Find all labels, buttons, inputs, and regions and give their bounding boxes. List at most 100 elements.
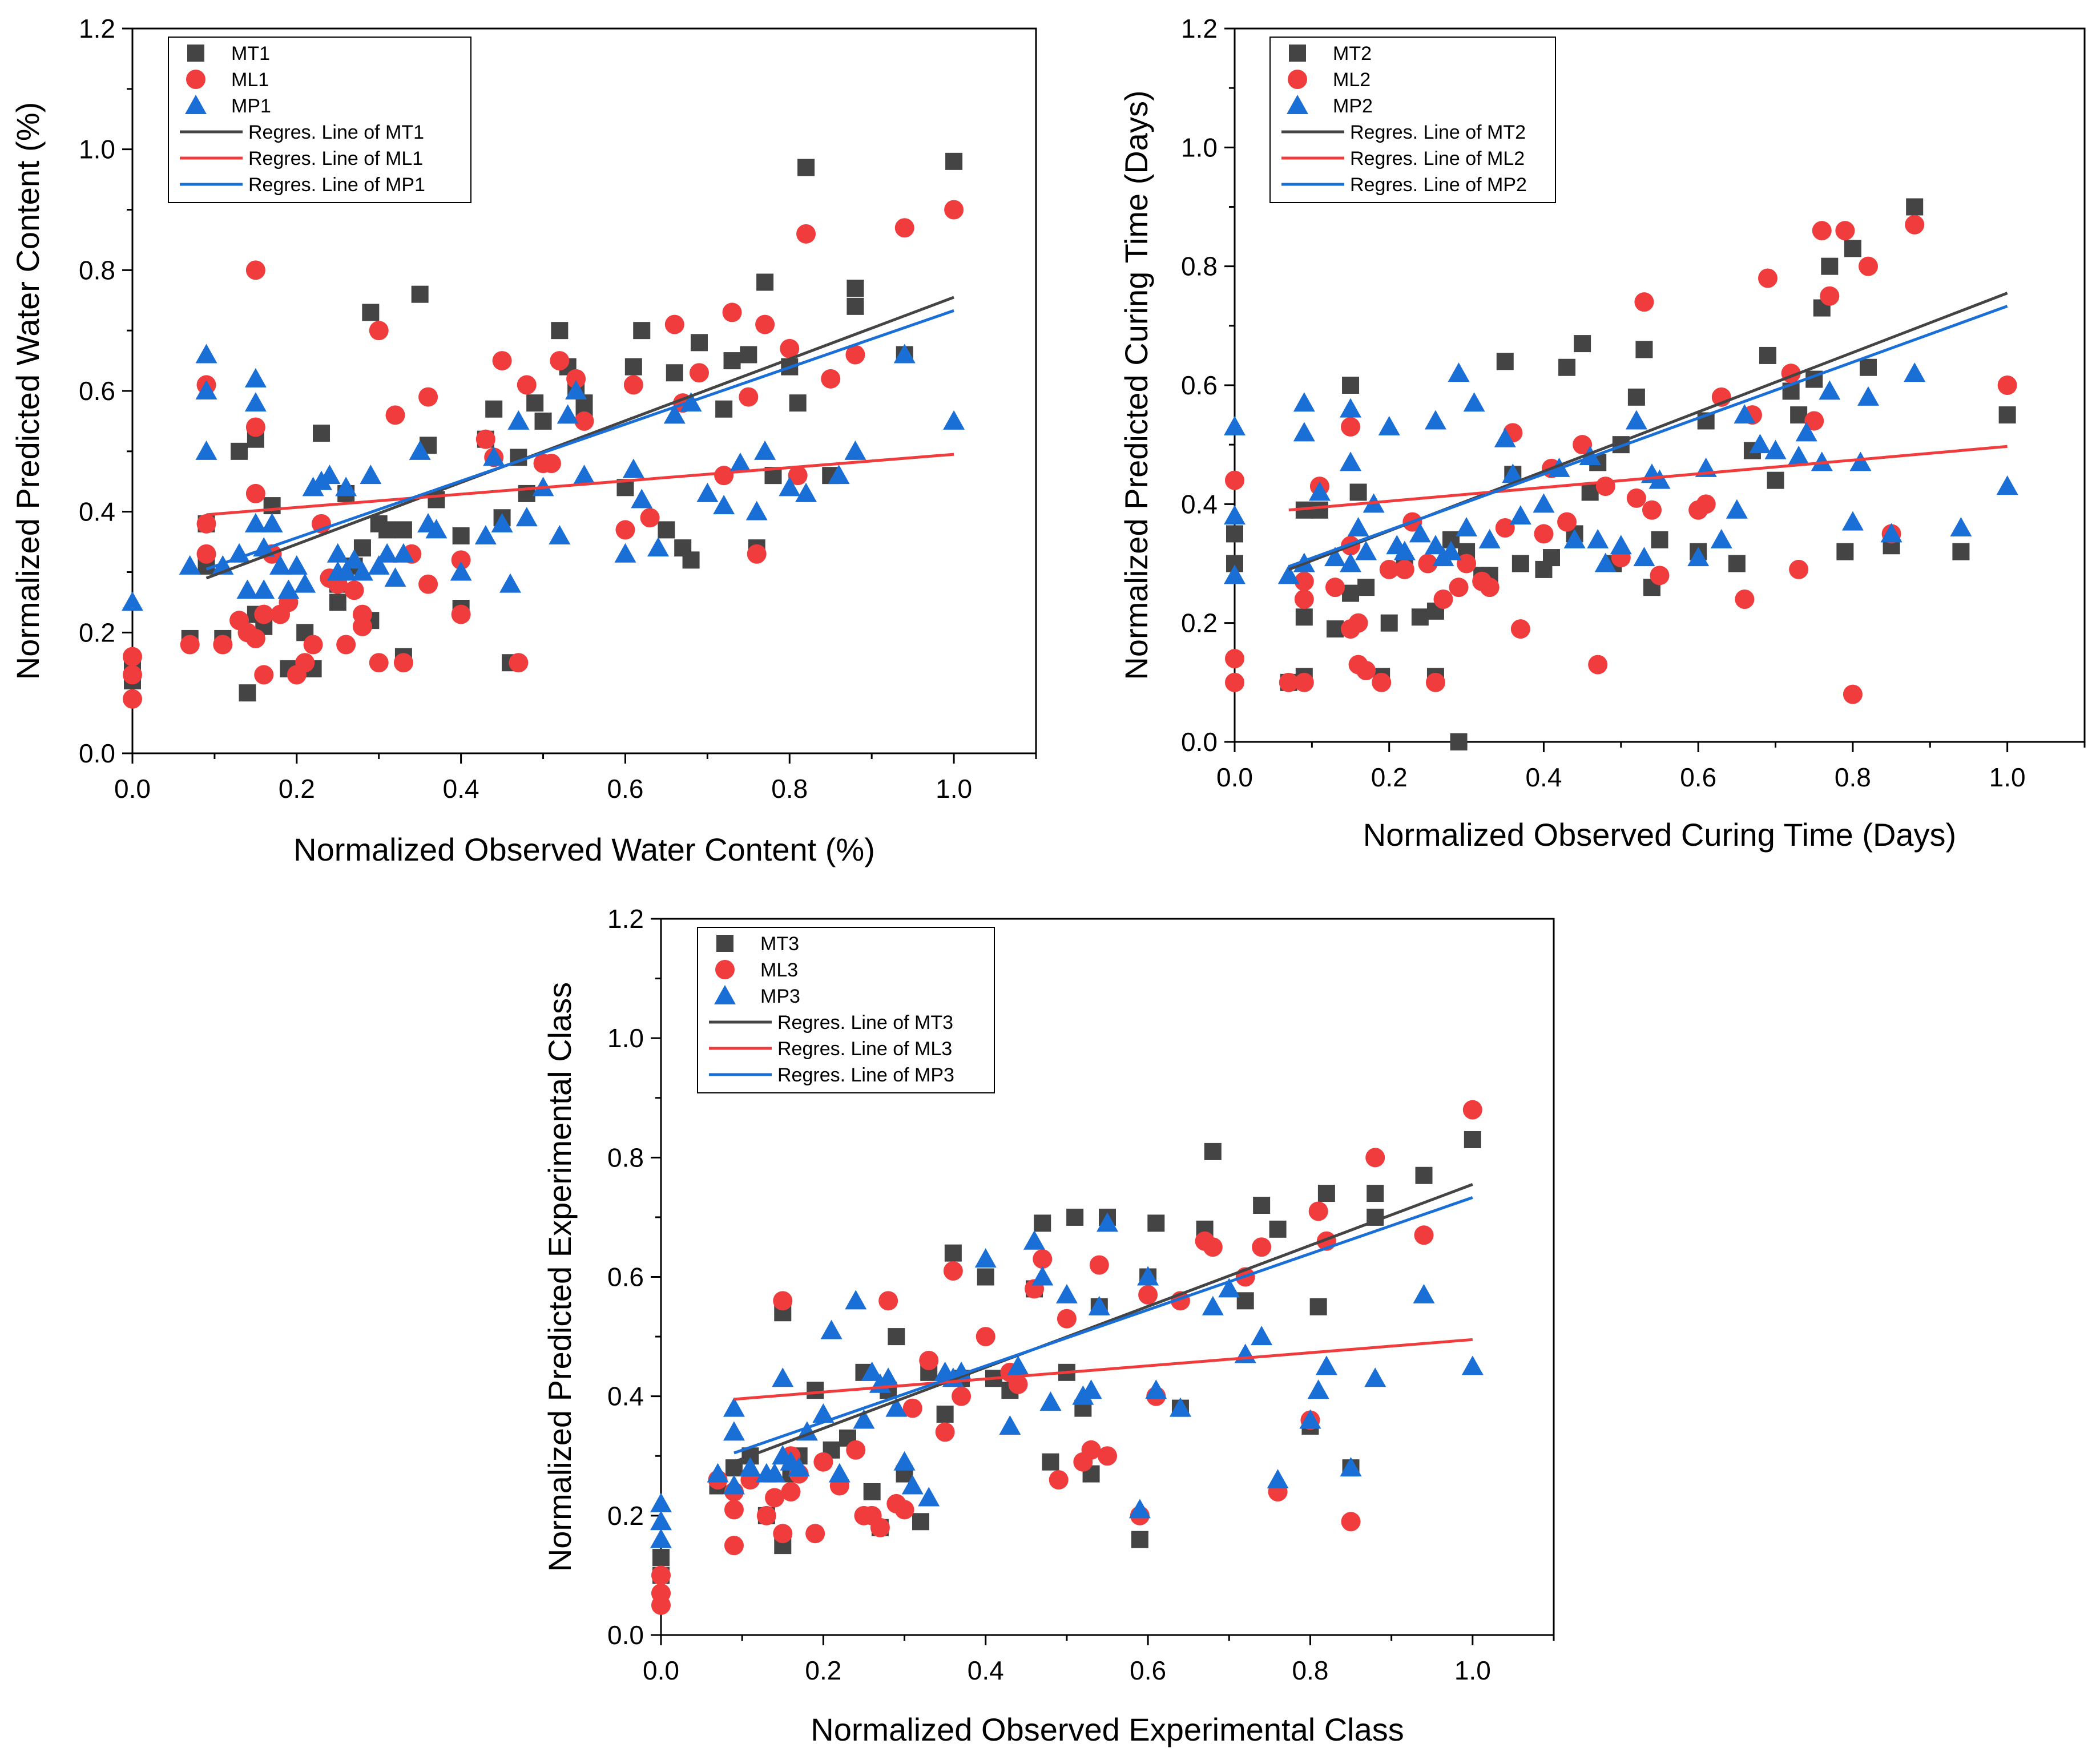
x-tick-label: 1.0 <box>1454 1656 1491 1685</box>
data-point <box>492 351 512 371</box>
data-point <box>1393 540 1416 560</box>
data-point <box>885 1397 908 1417</box>
regression-line <box>733 1196 1473 1455</box>
data-point <box>861 1361 883 1381</box>
data-point <box>499 573 521 593</box>
data-point <box>1203 1237 1223 1257</box>
data-point <box>392 543 414 563</box>
data-point <box>1218 1278 1240 1298</box>
data-point <box>228 543 251 563</box>
data-point <box>269 555 292 575</box>
legend-label: MT2 <box>1333 43 1372 64</box>
data-point <box>789 394 807 412</box>
data-point <box>976 1327 995 1347</box>
data-point <box>723 1475 745 1495</box>
data-point <box>1224 415 1246 435</box>
legend-marker <box>715 960 735 979</box>
data-point <box>254 665 274 685</box>
data-point <box>650 1528 672 1548</box>
data-point <box>1534 524 1554 544</box>
data-point <box>1226 525 1243 543</box>
data-point <box>1415 1166 1433 1184</box>
data-point <box>384 567 406 587</box>
data-point <box>1587 528 1609 548</box>
data-point <box>362 304 380 321</box>
data-point <box>1634 292 1654 312</box>
data-point <box>999 1415 1021 1435</box>
data-point <box>813 1452 833 1472</box>
data-point <box>1648 469 1671 489</box>
data-point <box>805 1524 825 1544</box>
legend-label: MT3 <box>760 933 799 955</box>
data-point <box>1610 535 1632 555</box>
data-point <box>352 604 372 624</box>
data-point <box>1315 1355 1337 1375</box>
data-point <box>1789 559 1809 579</box>
regression-line <box>205 296 954 580</box>
data-point <box>1356 661 1376 680</box>
data-point <box>312 425 330 442</box>
legend-box <box>1269 37 1556 203</box>
data-point <box>846 1440 866 1460</box>
data-point <box>615 520 635 540</box>
data-point <box>1440 540 1462 560</box>
legend-marker <box>714 985 736 1004</box>
x-tick-label: 0.6 <box>1130 1656 1166 1685</box>
data-point <box>901 1475 924 1495</box>
data-point <box>1836 543 1854 560</box>
legend-label: ML1 <box>231 69 269 91</box>
data-point <box>303 635 323 655</box>
data-point <box>1857 386 1879 406</box>
data-point <box>261 512 283 532</box>
data-point <box>180 635 200 655</box>
data-point <box>517 375 537 395</box>
data-point <box>1411 608 1429 626</box>
data-point <box>450 561 472 581</box>
legend-marker <box>1287 95 1308 114</box>
data-point <box>1225 672 1244 692</box>
data-point <box>1089 1255 1109 1275</box>
data-point <box>1424 410 1446 430</box>
data-point <box>418 574 438 594</box>
data-point <box>1820 286 1840 306</box>
data-point <box>1996 475 2018 495</box>
data-point <box>977 1268 994 1286</box>
data-point <box>1023 1230 1046 1250</box>
data-point <box>944 1244 962 1262</box>
data-point <box>277 579 300 599</box>
data-point <box>828 1463 851 1483</box>
data-point <box>335 561 357 581</box>
data-point <box>122 591 143 611</box>
data-point <box>1759 346 1777 364</box>
legend-marker <box>187 45 204 62</box>
data-point <box>376 543 398 563</box>
data-point <box>622 458 644 478</box>
data-point <box>550 351 570 371</box>
data-point <box>847 297 864 315</box>
data-point <box>795 482 817 502</box>
legend-marker <box>1289 45 1306 62</box>
data-point <box>870 1517 890 1537</box>
data-point <box>1342 377 1360 394</box>
data-point <box>1905 215 1925 235</box>
data-point <box>1147 1214 1165 1232</box>
data-point <box>729 453 751 472</box>
data-point <box>1049 1470 1069 1490</box>
data-point <box>1137 1266 1159 1286</box>
data-point <box>773 1524 793 1544</box>
data-point <box>1494 427 1516 447</box>
x-tick-label: 0.0 <box>1216 762 1253 792</box>
legend-label: Regres. Line of MT2 <box>1350 122 1526 143</box>
data-point <box>765 1488 785 1508</box>
data-point <box>245 628 265 648</box>
data-point <box>666 364 683 382</box>
data-point <box>1225 649 1244 669</box>
data-point <box>844 440 866 460</box>
x-tick-label: 0.4 <box>968 1656 1004 1685</box>
series-ML2 <box>1225 215 2017 704</box>
legend-label: MP1 <box>231 95 271 117</box>
data-point <box>1308 1201 1328 1221</box>
data-point <box>713 495 735 515</box>
y-tick-label: 0.4 <box>1181 489 1218 519</box>
legend-label: Regres. Line of MP2 <box>1350 174 1527 196</box>
